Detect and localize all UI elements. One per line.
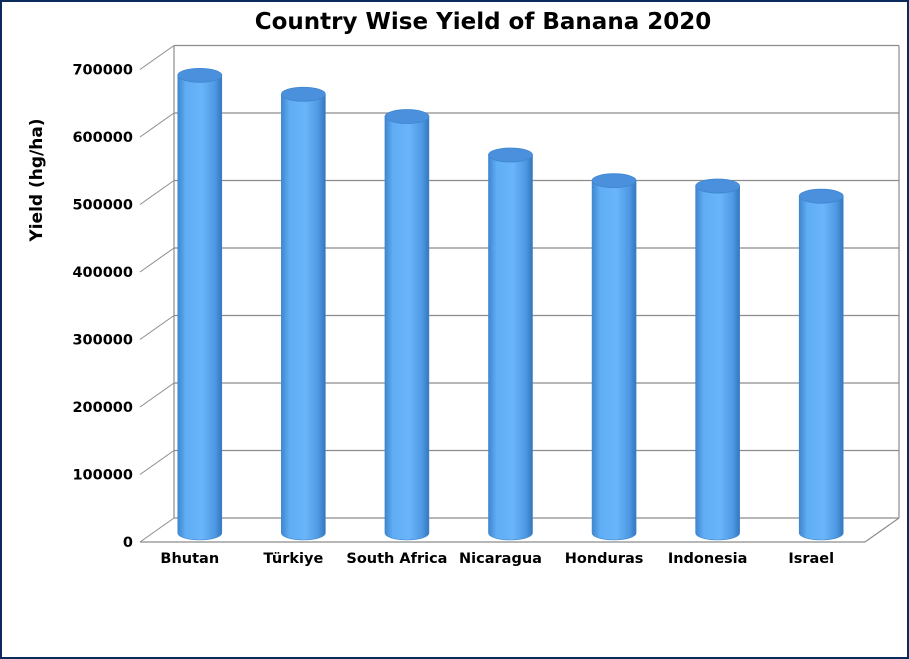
bar-body [591,180,637,541]
side-wall-tick-line [139,450,175,475]
bar-top [591,173,637,189]
bar [384,109,430,541]
bar [591,173,637,541]
bar-top [695,178,741,194]
x-tick-label: Türkiye [263,551,323,567]
y-tick-label: 200000 [72,400,133,416]
side-wall-tick-line [139,517,175,543]
y-tick-label: 700000 [72,63,133,79]
bar [488,147,533,541]
x-tick-labels: Bhutan Türkiye South Africa Nicaragua Hondur… [160,551,834,567]
y-tick-label: 300000 [72,333,133,349]
y-tick-label: 600000 [72,130,133,146]
y-axis-label: Yield (hg/ha) [27,118,47,242]
bar-body [695,185,740,541]
bar [177,67,223,541]
bar-top [177,67,223,83]
bar-body [177,75,223,541]
bar [280,86,326,541]
bar-body [281,93,326,541]
bar [798,188,844,541]
x-tick-label: Indonesia [668,551,748,567]
chart-title: Country Wise Yield of Banana 2020 [255,9,712,35]
y-tick-labels: 0 100000 200000 300000 400000 500000 600000 700… [72,63,133,552]
bar-top [280,86,326,102]
bar-body [488,154,533,541]
side-wall-tick-line [139,45,175,70]
bar-top [488,147,533,163]
bar-top [798,188,844,204]
x-tick-label: Israel [788,551,834,567]
side-wall-tick-line [139,180,175,205]
bar-top [384,109,430,124]
side-wall-tick-line [139,315,175,340]
bar-body [384,116,430,541]
floor-right-edge [864,517,900,543]
side-wall-tick-line [139,382,175,408]
x-tick-label: Bhutan [160,551,219,567]
side-wall-tick-line [139,247,175,273]
bar [695,178,741,541]
x-tick-label: Nicaragua [459,551,542,567]
y-tick-label: 0 [123,535,133,551]
y-tick-label: 500000 [72,198,133,214]
bars [177,67,844,541]
y-tick-label: 400000 [72,265,133,281]
x-tick-label: South Africa [346,551,447,567]
y-tick-label: 100000 [72,468,133,484]
x-tick-label: Honduras [565,551,644,567]
side-wall-tick-line [139,112,175,138]
bar-body [798,195,844,541]
